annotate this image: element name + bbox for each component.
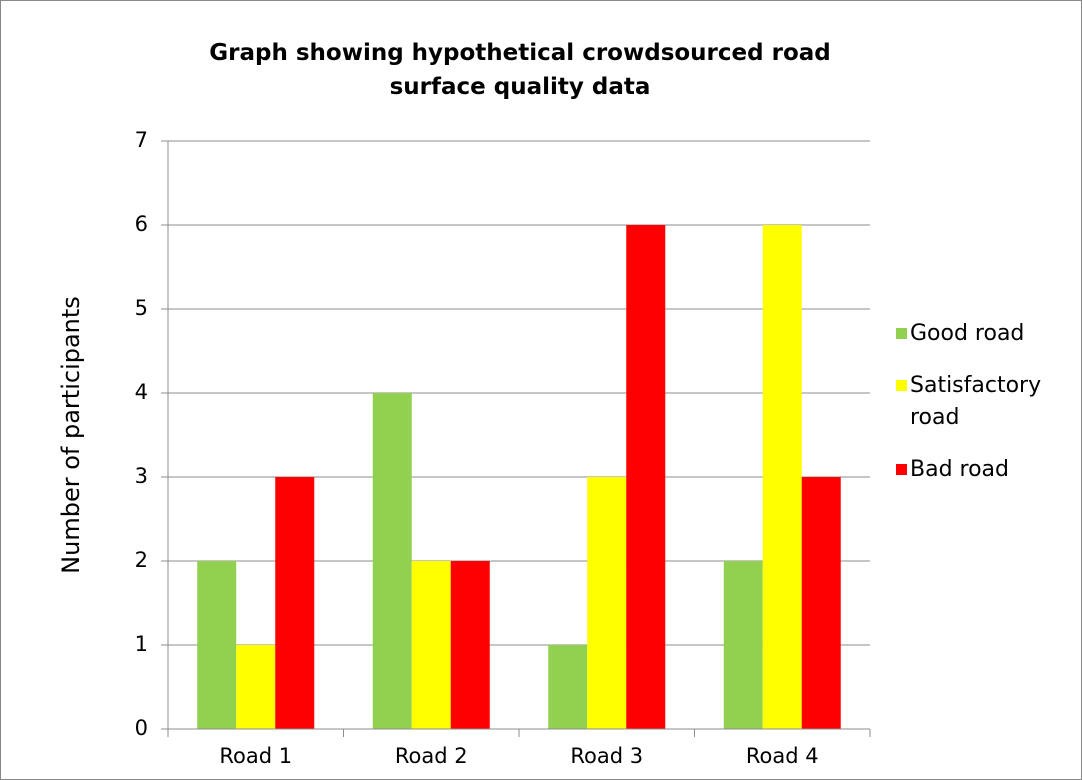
x-tick-label: Road 4	[746, 744, 819, 768]
legend-label: Bad road	[910, 457, 1009, 482]
bar	[801, 477, 841, 729]
bar	[197, 561, 237, 729]
y-tick-label: 4	[135, 380, 148, 404]
legend-item: Bad road	[896, 454, 1045, 486]
y-tick-label: 5	[135, 296, 148, 320]
legend-item: Satisfactory road	[896, 370, 1045, 434]
bar	[548, 645, 588, 729]
y-tick-label: 6	[135, 212, 148, 236]
bar	[723, 561, 763, 729]
bar	[275, 477, 315, 729]
bar	[762, 225, 802, 729]
bar	[626, 225, 666, 729]
y-tick-label: 0	[135, 716, 148, 740]
legend-swatch	[896, 380, 907, 391]
bar	[411, 561, 451, 729]
y-tick-label: 1	[135, 632, 148, 656]
bar	[236, 645, 276, 729]
bar	[372, 393, 412, 729]
legend-label: Good road	[910, 321, 1025, 346]
legend-item: Good road	[896, 318, 1045, 350]
x-tick-label: Road 3	[570, 744, 643, 768]
legend-label: Satisfactory road	[910, 373, 1042, 430]
y-tick-label: 3	[135, 464, 148, 488]
bar	[450, 561, 490, 729]
legend-swatch	[896, 464, 907, 475]
y-tick-label: 7	[135, 128, 148, 152]
y-axis-label: Number of participants	[57, 296, 85, 574]
x-tick-label: Road 2	[395, 744, 468, 768]
bar	[587, 477, 627, 729]
legend: Good road Satisfactory road Bad road	[896, 318, 1066, 506]
chart-title: Graph showing hypothetical crowdsourced …	[209, 40, 831, 100]
legend-swatch	[896, 328, 907, 339]
x-tick-label: Road 1	[219, 744, 292, 768]
y-tick-label: 2	[135, 548, 148, 572]
